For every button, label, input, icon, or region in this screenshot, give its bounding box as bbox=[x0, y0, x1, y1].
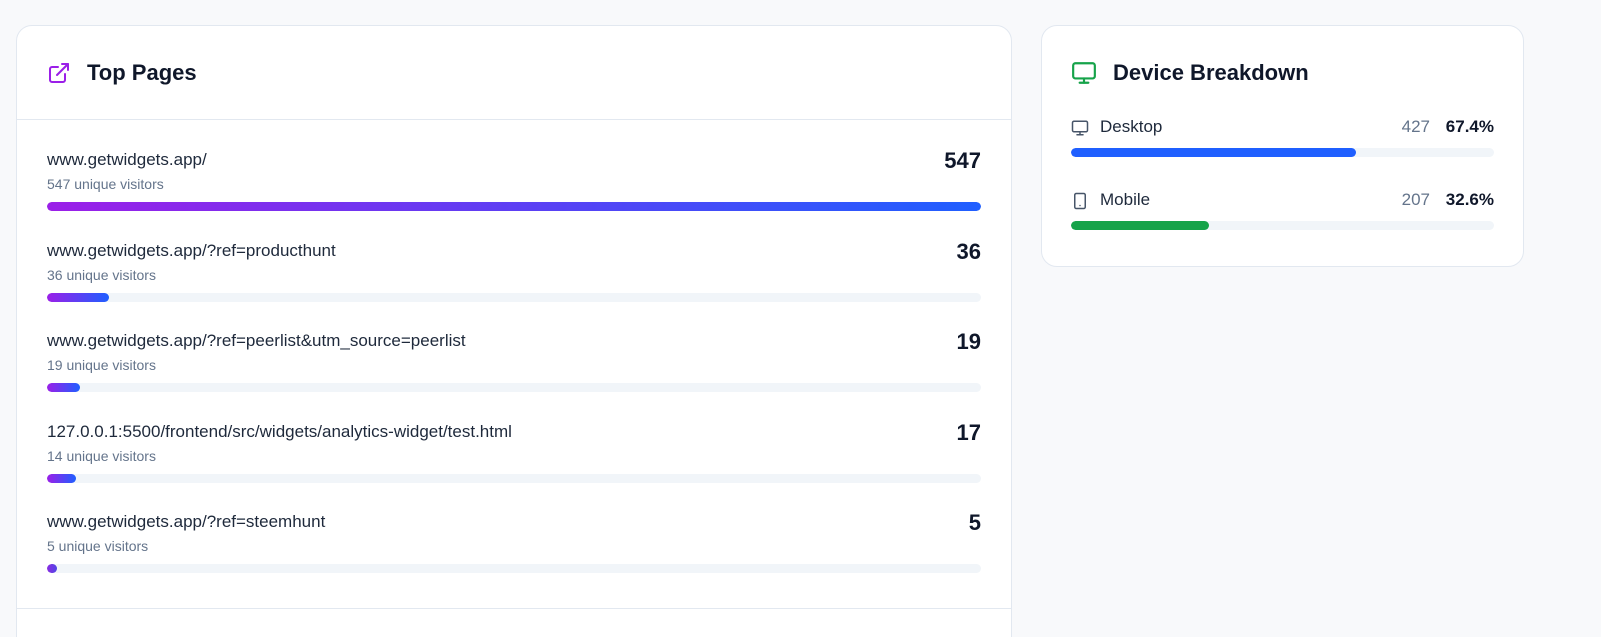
external-link-icon bbox=[47, 61, 71, 85]
divider bbox=[17, 608, 1011, 609]
page-unique-visitors: 547 unique visitors bbox=[47, 176, 164, 192]
page-row: www.getwidgets.app/547 unique visitors 54… bbox=[47, 144, 981, 235]
page-view-count: 17 bbox=[956, 419, 981, 445]
page-progress-track bbox=[47, 202, 981, 211]
page-url[interactable]: www.getwidgets.app/ bbox=[47, 150, 207, 169]
device-count: 207 bbox=[1401, 190, 1430, 209]
page-row: www.getwidgets.app/?ref=peerlist&utm_sou… bbox=[47, 325, 981, 416]
device-percent: 67.4% bbox=[1445, 117, 1494, 136]
page-unique-visitors: 14 unique visitors bbox=[47, 447, 156, 464]
page-progress-fill bbox=[47, 473, 76, 483]
device-progress-fill bbox=[1071, 221, 1209, 230]
smartphone-icon bbox=[1071, 192, 1089, 210]
page-progress-fill bbox=[47, 383, 80, 392]
page-url[interactable]: www.getwidgets.app/?ref=steemhunt bbox=[47, 512, 326, 531]
page-row: 127.0.0.1:5500/frontend/src/widgets/anal… bbox=[47, 416, 981, 507]
page-view-count: 36 bbox=[956, 238, 981, 264]
page-url[interactable]: 127.0.0.1:5500/frontend/src/widgets/anal… bbox=[47, 421, 512, 441]
page-progress-track bbox=[47, 383, 981, 392]
page-view-count: 5 bbox=[968, 510, 981, 535]
monitor-icon bbox=[1071, 119, 1089, 137]
page-unique-visitors: 19 unique visitors bbox=[47, 357, 156, 373]
device-count: 427 bbox=[1401, 117, 1430, 136]
device-breakdown-title: Device Breakdown bbox=[1113, 60, 1309, 85]
device-percent: 32.6% bbox=[1445, 190, 1494, 209]
page-progress-track bbox=[47, 564, 981, 573]
page-progress-fill bbox=[47, 564, 58, 573]
page-unique-visitors: 5 unique visitors bbox=[47, 538, 149, 554]
device-progress-track bbox=[1071, 148, 1494, 157]
monitor-icon bbox=[1071, 60, 1097, 86]
device-row-mobile: Mobile 207 32.6% bbox=[1071, 190, 1494, 263]
device-progress-fill bbox=[1071, 148, 1357, 157]
device-list: Desktop 427 67.4% Mobile 207 32.6% bbox=[1042, 117, 1523, 263]
top-pages-header: Top Pages bbox=[17, 26, 1011, 120]
device-name: Desktop bbox=[1100, 117, 1163, 136]
device-row-desktop: Desktop 427 67.4% bbox=[1071, 117, 1494, 190]
page-url[interactable]: www.getwidgets.app/?ref=peerlist&utm_sou… bbox=[47, 331, 466, 350]
page-progress-fill bbox=[47, 292, 109, 302]
top-pages-title: Top Pages bbox=[87, 59, 197, 85]
page-view-count: 547 bbox=[944, 148, 981, 173]
page-row: www.getwidgets.app/?ref=steemhunt 5 uniqu… bbox=[47, 506, 981, 597]
page-progress-track bbox=[47, 292, 981, 302]
page-unique-visitors: 36 unique visitors bbox=[47, 266, 156, 283]
device-breakdown-header: Device Breakdown bbox=[1042, 26, 1523, 120]
top-pages-card: Top Pages www.getwidgets.app/547 unique … bbox=[16, 25, 1012, 637]
device-breakdown-card: Device Breakdown Desktop 427 67.4% Mobile 20… bbox=[1041, 25, 1524, 267]
page-progress-track bbox=[47, 473, 981, 483]
page-url[interactable]: www.getwidgets.app/?ref=producthunt bbox=[47, 240, 336, 260]
device-progress-track bbox=[1071, 221, 1494, 230]
page-progress-fill bbox=[47, 202, 981, 211]
page-view-count: 19 bbox=[956, 329, 981, 354]
top-pages-list: www.getwidgets.app/547 unique visitors 54… bbox=[17, 144, 1011, 597]
page-row: www.getwidgets.app/?ref=producthunt 36 un… bbox=[47, 235, 981, 326]
device-name: Mobile bbox=[1100, 190, 1151, 209]
